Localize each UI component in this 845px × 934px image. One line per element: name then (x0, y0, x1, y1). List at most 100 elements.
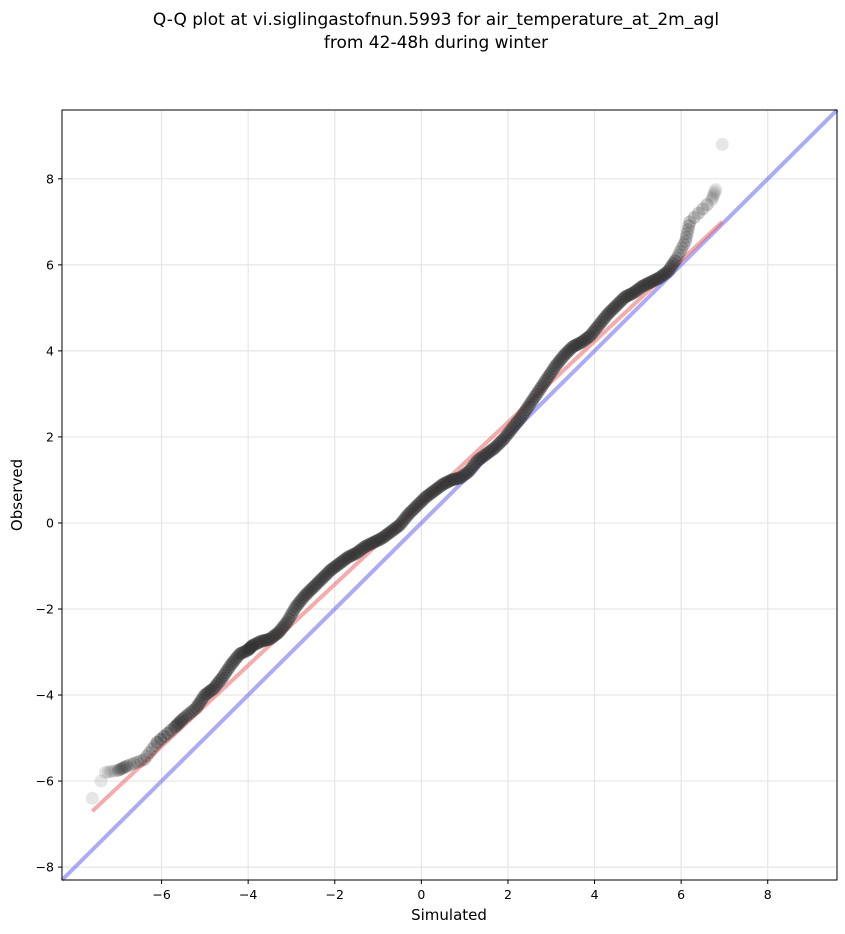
quantile-point (401, 507, 415, 521)
quantile-point (381, 527, 395, 541)
quantile-point (270, 627, 284, 641)
quantile-point (431, 481, 445, 495)
quantile-point (422, 488, 436, 502)
quantile-point (415, 494, 429, 508)
quantile-point (594, 316, 608, 330)
quantile-point (389, 521, 403, 535)
quantile-point (351, 545, 365, 559)
quantile-point (668, 254, 682, 268)
quantile-point (568, 339, 582, 353)
quantile-point (554, 352, 568, 366)
quantile-point (292, 596, 306, 610)
quantile-point (297, 589, 311, 603)
quantile-point (388, 522, 402, 536)
x-tick-label: 2 (504, 887, 512, 902)
x-tick-label: −2 (326, 887, 344, 902)
quantile-point (174, 713, 188, 727)
quantile-point (517, 405, 531, 419)
quantile-point (398, 512, 412, 526)
quantile-point (384, 525, 398, 539)
quantile-point (181, 707, 195, 721)
quantile-point (580, 331, 594, 345)
quantile-point (408, 500, 422, 514)
quantile-point (370, 534, 384, 548)
quantile-point (446, 473, 460, 487)
quantile-point (299, 587, 313, 601)
quantile-point (198, 688, 212, 702)
quantile-point (715, 137, 729, 151)
quantile-point (329, 559, 343, 573)
quantile-point (486, 442, 500, 456)
quantile-point (562, 343, 576, 357)
quantile-point (545, 364, 559, 378)
quantile-point (377, 530, 391, 544)
quantile-point (433, 480, 447, 494)
chart-title-line-2: from 42-48h during winter (324, 33, 548, 53)
quantile-point (353, 543, 367, 557)
quantile-point (673, 245, 687, 259)
quantile-point (670, 251, 684, 265)
quantile-point (368, 534, 382, 548)
quantile-point (372, 533, 386, 547)
quantile-point (678, 234, 692, 248)
quantile-point (500, 428, 514, 442)
quantile-point (187, 703, 201, 717)
quantile-point (607, 300, 621, 314)
quantile-point (285, 606, 299, 620)
quantile-point (679, 230, 693, 244)
quantile-point (227, 654, 241, 668)
quantile-point (419, 490, 433, 504)
quantile-point (203, 684, 217, 698)
quantile-point (246, 639, 260, 653)
y-tick-label: 8 (46, 171, 54, 186)
quantile-point (557, 348, 571, 362)
quantile-point (654, 269, 668, 283)
quantile-point (452, 471, 466, 485)
quantile-point (633, 281, 647, 295)
quantile-point (344, 549, 358, 563)
quantile-point (455, 470, 469, 484)
quantile-point (642, 276, 656, 290)
quantile-point (521, 400, 535, 414)
quantile-point (123, 758, 137, 772)
quantile-point (154, 732, 168, 746)
quantile-point (681, 223, 695, 237)
quantile-point (514, 411, 528, 425)
quantile-point (191, 698, 205, 712)
quantile-point (113, 762, 127, 776)
quantile-point (652, 271, 666, 285)
quantile-point (595, 314, 609, 328)
x-tick-label: 0 (417, 887, 425, 902)
quantile-point (571, 337, 585, 351)
quantile-point (618, 290, 632, 304)
chart-title-line-1: Q-Q plot at vi.siglingastofnun.5993 for … (153, 10, 719, 30)
quantile-point (311, 575, 325, 589)
x-tick-label: 6 (677, 887, 685, 902)
quantile-point (103, 765, 117, 779)
quantile-point (169, 719, 183, 733)
quantile-point (127, 756, 141, 770)
quantile-point (614, 294, 628, 308)
quantile-point (318, 568, 332, 582)
x-tick-label: 8 (764, 887, 772, 902)
quantile-point (683, 215, 697, 229)
quantile-point (239, 644, 253, 658)
quantile-point (465, 460, 479, 474)
quantile-point (130, 755, 144, 769)
quantile-point (291, 598, 305, 612)
quantile-point (271, 626, 285, 640)
quantile-point (687, 211, 701, 225)
quantile-point (120, 759, 134, 773)
y-tick-label: −4 (36, 688, 54, 703)
quantile-point (196, 691, 210, 705)
quantile-point (284, 609, 298, 623)
quantile-point (436, 477, 450, 491)
quantile-point (448, 472, 462, 486)
quantile-point (193, 696, 207, 710)
quantile-point (150, 735, 164, 749)
quantile-point (358, 540, 372, 554)
quantile-point (327, 561, 341, 575)
quantile-point (467, 458, 481, 472)
quantile-point (308, 579, 322, 593)
quantile-point (549, 359, 563, 373)
